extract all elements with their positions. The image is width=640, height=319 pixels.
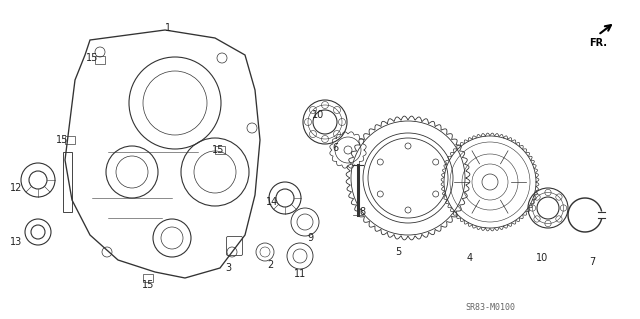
- Text: 3: 3: [225, 263, 231, 273]
- Text: 10: 10: [536, 253, 548, 263]
- Text: 15: 15: [142, 280, 154, 290]
- Text: SR83-M0100: SR83-M0100: [465, 303, 515, 313]
- Text: 8: 8: [359, 207, 365, 217]
- Text: 6: 6: [332, 143, 338, 153]
- Text: 15: 15: [86, 53, 98, 63]
- Text: 15: 15: [212, 145, 224, 155]
- Text: 13: 13: [10, 237, 22, 247]
- Text: 10: 10: [312, 110, 324, 120]
- Text: 14: 14: [266, 197, 278, 207]
- Text: 1: 1: [165, 23, 171, 33]
- Text: 4: 4: [467, 253, 473, 263]
- Text: 15: 15: [56, 135, 68, 145]
- Text: 2: 2: [267, 260, 273, 270]
- Text: 12: 12: [10, 183, 22, 193]
- Text: FR.: FR.: [589, 38, 607, 48]
- Text: 5: 5: [395, 247, 401, 257]
- Text: 9: 9: [307, 233, 313, 243]
- Text: 7: 7: [589, 257, 595, 267]
- Text: 11: 11: [294, 269, 306, 279]
